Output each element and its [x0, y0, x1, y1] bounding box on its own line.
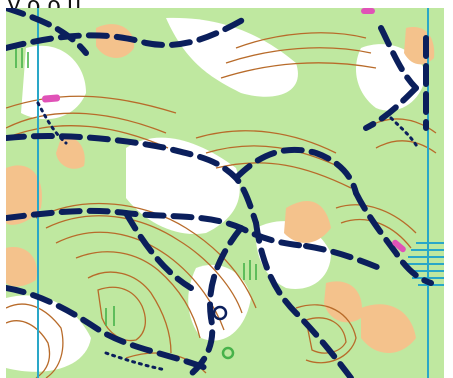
rough-open-patch	[361, 304, 416, 353]
control-marker[interactable]	[391, 239, 407, 254]
rough-open-patch	[284, 200, 331, 243]
rough-open-patch	[324, 281, 362, 323]
green-feature	[15, 48, 257, 326]
footpaths	[36, 101, 420, 372]
rough-open-patch	[56, 137, 85, 169]
control-marker[interactable]	[42, 94, 61, 103]
rough-open-patch	[96, 24, 135, 58]
circle-feature	[212, 305, 228, 321]
rough-open-patch	[6, 247, 37, 287]
tracks	[6, 8, 434, 378]
green-feature-circle	[221, 346, 235, 360]
orienteering-map[interactable]	[6, 8, 444, 378]
open-land-patch	[188, 264, 251, 341]
rough-open-patch	[6, 165, 42, 225]
control-marker[interactable]	[361, 8, 375, 14]
